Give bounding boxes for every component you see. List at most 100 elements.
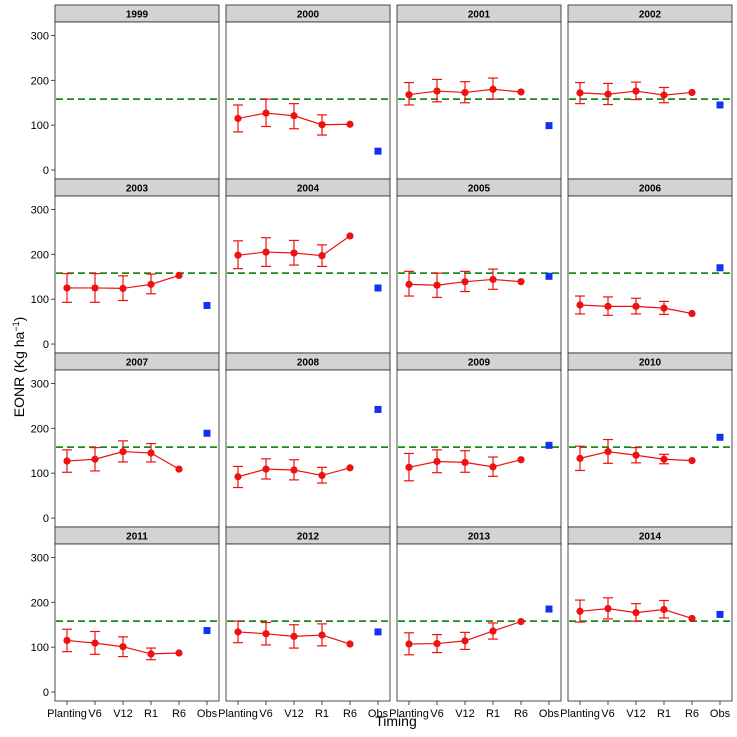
- y-tick-label: 100: [31, 120, 49, 132]
- panel-2005: 2005: [396, 178, 562, 354]
- y-tick-label: 200: [31, 75, 49, 87]
- model-point: [290, 112, 298, 120]
- observed-point: [374, 284, 382, 292]
- model-point: [489, 275, 497, 284]
- x-tick-label: V12: [626, 708, 646, 720]
- x-tick-label: Obs: [710, 708, 731, 720]
- x-tick-label: R6: [172, 708, 186, 720]
- model-point: [461, 278, 469, 286]
- panel-2009: 2009: [396, 352, 562, 528]
- panel-title: 2004: [297, 184, 320, 195]
- y-tick-label: 200: [31, 597, 49, 609]
- panel-frame: [54, 369, 220, 528]
- x-tick-label: Planting: [389, 708, 429, 720]
- x-tick-label: V12: [455, 708, 475, 720]
- x-tick-label: R1: [486, 708, 500, 720]
- panel-2000: 2000: [225, 4, 391, 180]
- model-point: [576, 89, 584, 97]
- observed-point: [545, 122, 553, 130]
- panel-frame: [567, 369, 733, 528]
- observed-point: [716, 433, 724, 441]
- panel-frame: [54, 543, 220, 702]
- model-point: [632, 451, 640, 459]
- x-tick-label: Planting: [47, 708, 87, 720]
- panel-2003: 2003 0 100 200 300: [31, 178, 220, 354]
- model-point: [175, 271, 183, 279]
- observed-point: [545, 605, 553, 613]
- observed-point: [203, 627, 211, 635]
- model-point: [517, 456, 525, 464]
- panel-2008: 2008: [225, 352, 391, 528]
- x-tick-label: V6: [88, 708, 101, 720]
- x-tick-label: R1: [144, 708, 158, 720]
- x-tick-label: Planting: [560, 708, 600, 720]
- x-tick-label: R6: [514, 708, 528, 720]
- x-tick-label: V6: [430, 708, 443, 720]
- panel-frame: [396, 543, 562, 702]
- model-point: [576, 301, 584, 309]
- panel-frame: [567, 195, 733, 354]
- x-tick-label: Planting: [218, 708, 258, 720]
- model-point: [147, 280, 155, 288]
- model-point: [119, 284, 127, 293]
- panel-2011: 2011 0 100 200 300 Planting V6 V12 R1 R6 Obs: [31, 526, 220, 720]
- model-point: [147, 449, 155, 457]
- y-tick-label: 300: [31, 552, 49, 564]
- model-point: [688, 309, 696, 318]
- observed-point: [545, 441, 553, 449]
- panel-frame: [567, 543, 733, 702]
- model-point: [660, 605, 668, 614]
- observed-point: [716, 101, 724, 109]
- y-tick-label: 0: [43, 165, 49, 177]
- model-point: [660, 304, 668, 312]
- model-point: [119, 643, 127, 651]
- panel-2001: 2001: [396, 4, 562, 180]
- y-tick-label: 300: [31, 30, 49, 42]
- model-point: [632, 609, 640, 617]
- panel-title: 2008: [297, 358, 320, 369]
- panel-frame: [225, 195, 391, 354]
- model-point: [688, 457, 696, 465]
- x-tick-label: R6: [685, 708, 699, 720]
- panel-2012: 2012 Planting V6 V12 R1 R6 Obs: [218, 526, 391, 720]
- model-point: [632, 87, 640, 95]
- x-axis-title: Timing: [375, 713, 417, 729]
- panel-2002: 2002: [567, 4, 733, 180]
- model-point: [604, 604, 612, 613]
- x-tick-label: V12: [284, 708, 304, 720]
- model-point: [660, 455, 668, 463]
- observed-point: [374, 147, 382, 155]
- model-point: [517, 618, 525, 626]
- y-tick-label: 0: [43, 687, 49, 699]
- panel-title: 2014: [639, 532, 662, 543]
- model-point: [604, 448, 612, 456]
- x-tick-label: Obs: [368, 708, 389, 720]
- y-axis-title-close: ): [11, 317, 27, 322]
- panel-title: 2013: [468, 532, 491, 543]
- panel-title: 2011: [126, 532, 148, 543]
- x-tick-label: R1: [315, 708, 329, 720]
- model-point: [604, 302, 612, 310]
- x-tick-label: V6: [259, 708, 272, 720]
- panel-2007: 2007 0 100 200 300: [31, 352, 220, 528]
- model-point: [517, 88, 525, 96]
- model-point: [290, 249, 298, 257]
- model-point: [660, 91, 668, 99]
- y-axis-title-superscript: −1: [11, 321, 21, 331]
- x-tick-label: Obs: [539, 708, 560, 720]
- y-tick-label: 300: [31, 378, 49, 390]
- model-point: [234, 114, 242, 123]
- y-axis-title: EONR (Kg ha−1): [11, 317, 27, 418]
- x-tick-label: R6: [343, 708, 357, 720]
- model-point: [318, 121, 326, 129]
- model-point: [346, 120, 354, 128]
- model-point: [175, 465, 183, 473]
- y-tick-label: 100: [31, 642, 49, 654]
- panel-title: 2012: [297, 532, 320, 543]
- panel-frame: [225, 543, 391, 702]
- panel-2004: 2004: [225, 178, 391, 354]
- x-tick-label: R1: [657, 708, 671, 720]
- panel-2014: 2014 Planting V6 V12 R1 R6 Obs: [560, 526, 733, 720]
- model-point: [632, 302, 640, 310]
